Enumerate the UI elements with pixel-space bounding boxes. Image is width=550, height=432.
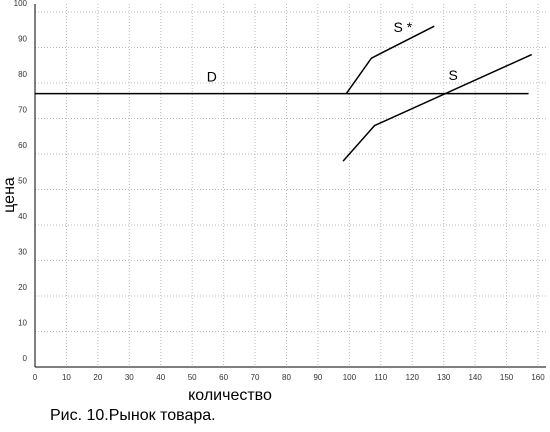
- y-tick-label: 30: [18, 248, 27, 257]
- x-tick-label: 30: [125, 373, 134, 382]
- y-tick-label: 10: [18, 319, 27, 328]
- x-tick-label: 0: [33, 373, 38, 382]
- x-tick-label: 130: [437, 373, 451, 382]
- x-tick-label: 120: [406, 373, 420, 382]
- series-label: S: [448, 67, 457, 83]
- series-line: [342, 53, 533, 162]
- x-tick-label: 100: [343, 373, 357, 382]
- series-label: S *: [393, 19, 412, 35]
- chart-title: Рис. 10.Рынок товара.: [50, 407, 216, 424]
- x-tick-label: 150: [500, 373, 514, 382]
- x-tick-label: 20: [93, 373, 102, 382]
- y-tick-label: 60: [18, 141, 27, 150]
- y-tick-label: 40: [18, 212, 27, 221]
- y-tick-label: 20: [18, 283, 27, 292]
- series-line: [345, 25, 435, 95]
- series-label: D: [207, 68, 217, 84]
- x-axis-label: количество: [188, 387, 272, 404]
- x-tick-label: 140: [468, 373, 482, 382]
- x-tick-label: 110: [374, 373, 387, 382]
- y-tick-label: 100: [14, 0, 28, 8]
- x-tick-label: 160: [531, 373, 545, 382]
- x-tick-label: 90: [313, 373, 322, 382]
- y-axis-label: цена: [1, 177, 18, 213]
- x-tick-label: 80: [282, 373, 291, 382]
- y-tick-label: 80: [18, 70, 27, 79]
- x-tick-label: 70: [251, 373, 260, 382]
- x-tick-label: 40: [156, 373, 165, 382]
- y-tick-label: 90: [18, 35, 27, 44]
- x-tick-label: 10: [62, 373, 71, 382]
- y-tick-label: 50: [18, 177, 27, 186]
- x-tick-label: 60: [219, 373, 228, 382]
- x-tick-label: 50: [188, 373, 197, 382]
- y-tick-label: 70: [18, 106, 27, 115]
- y-tick-label: 0: [23, 354, 28, 363]
